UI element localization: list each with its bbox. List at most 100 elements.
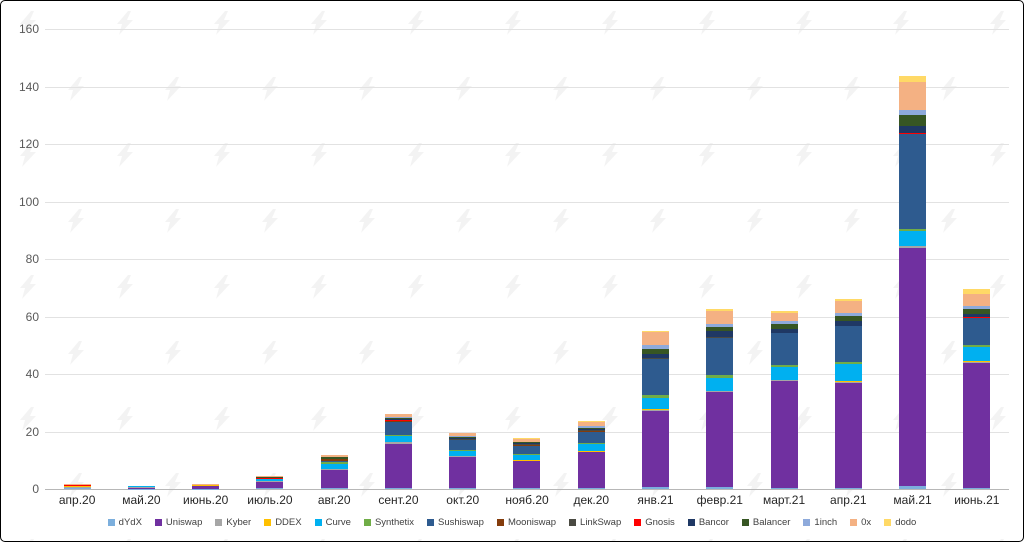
bar-segment-Balancer <box>706 326 734 332</box>
x-category-label: июль.20 <box>247 493 293 507</box>
bar-segment-dYdX <box>449 488 477 489</box>
bar-segment-Balancer <box>513 442 541 444</box>
bar-segment-Sushiswap <box>770 333 798 365</box>
bar-segment-Kyber <box>63 486 91 488</box>
x-category-label: май.20 <box>122 493 161 507</box>
legend-item-Gnosis: Gnosis <box>634 517 675 528</box>
legend-swatch-icon <box>363 519 371 526</box>
bar-segment-Uniswap <box>963 362 991 488</box>
legend-item-Curve: Curve <box>314 517 351 528</box>
bar-segment-1inch <box>449 436 477 438</box>
bar-series-container <box>45 29 1009 489</box>
bar-segment-1inch <box>899 110 927 115</box>
bar-segment-Synthetix <box>320 462 348 465</box>
bar-segment-Balancer <box>320 457 348 459</box>
legend-label: 0x <box>861 517 872 528</box>
legend-item-LinkSwap: LinkSwap <box>569 517 621 528</box>
bar-segment-0x <box>513 438 541 442</box>
bar-stack <box>192 484 220 489</box>
legend-item-dodo: dodo <box>884 517 916 528</box>
bar-segment-Kyber <box>770 380 798 382</box>
legend-item-Uniswap: Uniswap <box>154 517 202 528</box>
bar-segment-Synthetix <box>449 449 477 451</box>
bar-segment-0x <box>256 476 284 477</box>
bar-segment-Uniswap <box>384 443 412 489</box>
bar-segment-Balancer <box>449 437 477 439</box>
bar-column-март.21 <box>752 29 816 489</box>
bar-column-апр.20 <box>45 29 109 489</box>
legend: dYdX Uniswap Kyber DDEX Curve Synthetix Sushis… <box>1 517 1023 528</box>
bar-segment-1inch <box>577 426 605 428</box>
y-tick-label: 80 <box>25 252 39 266</box>
y-tick-label: 60 <box>25 309 39 324</box>
bar-segment-LinkSwap <box>577 430 605 432</box>
bar-segment-Bancor <box>770 328 798 333</box>
bar-segment-dodo <box>642 330 670 333</box>
bar-stack <box>256 476 284 489</box>
legend-item-Sushiswap: Sushiswap <box>427 517 484 528</box>
bar-segment-Synthetix <box>577 443 605 445</box>
bar-segment-Uniswap <box>770 381 798 488</box>
bar-segment-0x <box>63 484 91 486</box>
x-category-label: сент.20 <box>378 493 419 507</box>
bar-stack <box>899 75 927 489</box>
bar-segment-Balancer <box>384 418 412 420</box>
bar-segment-dodo <box>963 289 991 294</box>
x-category-label: дек.20 <box>573 493 610 507</box>
legend-swatch-icon <box>496 519 504 526</box>
bar-segment-0x <box>320 455 348 457</box>
bar-segment-Uniswap <box>449 456 477 489</box>
legend-item-Bancor: Bancor <box>687 517 729 528</box>
gridline-60 <box>45 316 1009 318</box>
legend-label: dodo <box>895 517 917 528</box>
bar-segment-dYdX <box>706 487 734 489</box>
bar-stack <box>834 299 862 489</box>
bar-segment-dYdX <box>642 487 670 489</box>
bar-column-май.20 <box>109 29 173 489</box>
bar-segment-1inch <box>834 312 862 316</box>
legend-label: Kyber <box>226 517 252 528</box>
bar-segment-Sushiswap <box>320 460 348 463</box>
bar-segment-Synthetix <box>834 361 862 365</box>
gridline-20 <box>45 431 1009 433</box>
x-category-label: апр.21 <box>830 493 867 507</box>
bar-segment-Synthetix <box>642 395 670 398</box>
bar-segment-dodo <box>577 421 605 422</box>
bar-segment-1inch <box>384 417 412 419</box>
legend-item-dYdX: dYdX <box>107 517 142 528</box>
legend-item-Kyber: Kyber <box>215 517 251 528</box>
legend-item-DDEX: DDEX <box>264 517 302 528</box>
bar-segment-Kyber <box>320 468 348 470</box>
gridline-160 <box>45 29 1009 30</box>
legend-swatch-icon <box>741 519 749 526</box>
legend-item-Mooniswap: Mooniswap <box>496 517 556 528</box>
y-tick-label: 100 <box>18 194 39 209</box>
bar-segment-Curve <box>834 364 862 382</box>
bar-segment-Kyber <box>834 381 862 383</box>
bar-segment-Curve <box>899 231 927 246</box>
bar-stack <box>706 308 734 489</box>
bar-segment-Synthetix <box>256 478 284 480</box>
bar-segment-Sushiswap <box>513 445 541 455</box>
bar-segment-Kyber <box>577 451 605 453</box>
bar-segment-Synthetix <box>513 454 541 456</box>
legend-label: dYdX <box>118 517 142 528</box>
bar-stack <box>320 455 348 489</box>
x-category-label: март.21 <box>762 493 806 507</box>
bar-segment-Uniswap <box>63 487 91 489</box>
y-tick-label: 160 <box>18 22 39 36</box>
x-category-label: апр.20 <box>58 493 96 507</box>
bar-segment-Uniswap <box>513 461 541 489</box>
bar-column-май.21 <box>880 29 944 489</box>
bar-segment-Sushiswap <box>834 326 862 362</box>
bar-segment-Kyber <box>256 481 284 483</box>
gridline-0 <box>45 489 1009 490</box>
bar-column-июль.20 <box>238 29 302 489</box>
bar-stack <box>577 421 605 489</box>
bar-segment-Uniswap <box>577 452 605 489</box>
bar-segment-Sushiswap <box>963 317 991 345</box>
bar-segment-Sushiswap <box>449 440 477 450</box>
bar-segment-Bancor <box>899 126 927 134</box>
bar-column-сент.20 <box>366 29 430 489</box>
